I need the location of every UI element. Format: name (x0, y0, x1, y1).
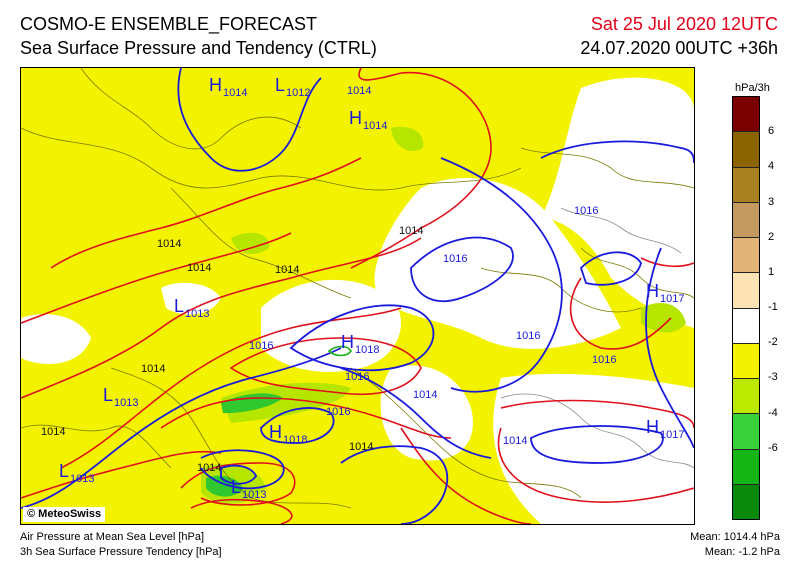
low-pressure-center: L1012 (275, 75, 311, 99)
isobar-label: 1016 (443, 253, 468, 265)
legend-swatch (733, 238, 759, 274)
high-pressure-center: H1018 (269, 422, 308, 446)
isobar-label: 1016 (249, 340, 274, 352)
forecast-map: H1014 L1012 H1014 L1013 H1018 L1013 H101… (20, 67, 695, 525)
coastline (500, 207, 694, 469)
legend-swatch (733, 484, 759, 519)
green-contour (327, 345, 352, 357)
low-pressure-center: L1013 (231, 477, 267, 501)
high-pressure-center: H1018 (341, 332, 380, 356)
isobar-label: 1016 (345, 371, 370, 383)
legend-tick-label: -4 (768, 406, 778, 419)
isobar-label: 1014 (187, 262, 212, 274)
low-pressure-center: L1013 (174, 296, 210, 320)
legend-unit: hPa/3h (735, 82, 770, 94)
isobar-label: 1014 (275, 264, 300, 276)
copyright-label: © MeteoSwiss (23, 507, 106, 522)
low-pressure-center: L1013 (59, 461, 95, 485)
isobar-label: 1014 (399, 225, 424, 237)
legend-swatch (733, 414, 759, 450)
isobar-label: 1014 (157, 238, 182, 250)
footer-tendency-mean: Mean: -1.2 hPa (704, 546, 780, 558)
isobar-label: 1016 (574, 205, 599, 217)
color-legend (732, 96, 760, 520)
isobar-label: 1014 (141, 363, 166, 375)
legend-tick-label: -1 (768, 301, 778, 313)
legend-tick-label: -2 (768, 336, 778, 349)
valid-time: Sat 25 Jul 2020 12UTC (590, 14, 778, 34)
isobar-label: 1014 (41, 426, 66, 438)
legend-swatch (733, 273, 759, 309)
isobar-label: 1016 (326, 406, 351, 418)
high-pressure-center: H1017 (646, 417, 685, 441)
high-pressure-center: H1014 (349, 108, 388, 132)
legend-swatch (733, 97, 759, 133)
isobar-label: 1014 (413, 389, 438, 401)
footer-tendency-label: 3h Sea Surface Pressure Tendency [hPa] (20, 546, 222, 558)
legend-swatch (733, 343, 759, 379)
footer-pressure-label: Air Pressure at Mean Sea Level [hPa] (20, 531, 205, 543)
run-time: 24.07.2020 00UTC +36h (580, 38, 778, 58)
isobar-label: 1016 (592, 354, 617, 366)
blue-isobars (21, 68, 694, 524)
legend-swatch (733, 132, 759, 168)
legend-tick-label: 1 (768, 265, 775, 278)
legend-swatch (733, 449, 759, 485)
legend-tick-label: 2 (768, 230, 775, 243)
legend-tick-label: -3 (768, 371, 778, 384)
low-pressure-center: L1013 (103, 385, 139, 409)
legend-tick-label: 3 (768, 195, 775, 208)
legend-swatch (733, 379, 759, 415)
map-canvas (21, 68, 694, 524)
isobar-label: 1014 (197, 462, 222, 474)
isobar-label: 1016 (516, 330, 541, 342)
footer-pressure-mean: Mean: 1014.4 hPa (690, 531, 780, 543)
legend-swatch (733, 167, 759, 203)
high-pressure-center: H1014 (209, 75, 248, 99)
isobar-label: 1014 (349, 441, 374, 453)
chart-subtitle: Sea Surface Pressure and Tendency (CTRL) (20, 38, 377, 58)
white-tendency-areas (21, 77, 694, 524)
legend-swatch (733, 202, 759, 238)
legend-tick-label: 4 (768, 160, 775, 173)
legend-tick-label: -6 (768, 441, 778, 454)
legend-tick-label: 6 (768, 125, 775, 138)
chart-title: COSMO-E ENSEMBLE_FORECAST (20, 14, 318, 34)
isobar-label: 1014 (347, 85, 372, 97)
red-isobars (21, 68, 694, 524)
high-pressure-center: H1017 (646, 281, 685, 305)
legend-swatch (733, 308, 759, 344)
isobar-label: 1014 (503, 435, 528, 447)
